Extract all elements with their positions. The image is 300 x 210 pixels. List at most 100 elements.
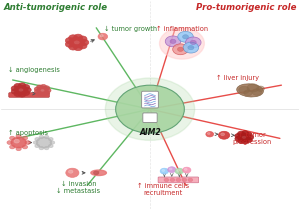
Circle shape	[242, 139, 249, 144]
Circle shape	[69, 35, 77, 41]
Circle shape	[235, 133, 242, 138]
Circle shape	[44, 146, 49, 150]
Circle shape	[188, 46, 194, 50]
Text: ↓ invasion
↓ metastasis: ↓ invasion ↓ metastasis	[56, 181, 100, 194]
Circle shape	[22, 145, 28, 149]
Circle shape	[160, 168, 169, 174]
FancyBboxPatch shape	[143, 113, 157, 122]
Circle shape	[116, 85, 184, 133]
Circle shape	[65, 41, 74, 47]
Circle shape	[252, 89, 262, 95]
Text: ↓ angiogenesis: ↓ angiogenesis	[8, 67, 60, 73]
Circle shape	[80, 39, 89, 46]
Circle shape	[39, 135, 44, 139]
Circle shape	[176, 178, 181, 182]
Circle shape	[37, 85, 43, 89]
Text: ↑ apoptosis: ↑ apoptosis	[8, 130, 48, 136]
Circle shape	[238, 133, 250, 142]
Circle shape	[182, 178, 187, 182]
Circle shape	[44, 86, 50, 90]
Circle shape	[14, 83, 22, 89]
Circle shape	[185, 37, 201, 48]
Circle shape	[11, 89, 19, 94]
Circle shape	[11, 86, 19, 91]
Circle shape	[162, 169, 165, 171]
Circle shape	[78, 43, 87, 49]
Circle shape	[22, 90, 30, 96]
Circle shape	[16, 134, 21, 138]
Circle shape	[33, 141, 38, 144]
Circle shape	[25, 141, 30, 144]
Circle shape	[34, 89, 41, 94]
Circle shape	[14, 91, 22, 97]
Circle shape	[247, 84, 259, 92]
Circle shape	[178, 31, 193, 42]
Text: ↑ tumor
progression: ↑ tumor progression	[232, 132, 272, 145]
Circle shape	[22, 84, 30, 90]
Circle shape	[16, 147, 21, 151]
Text: ↑ liver injury: ↑ liver injury	[216, 75, 259, 81]
Circle shape	[69, 44, 77, 50]
Circle shape	[18, 83, 26, 88]
Circle shape	[245, 138, 252, 143]
Circle shape	[182, 167, 191, 173]
Circle shape	[35, 144, 40, 148]
Ellipse shape	[91, 170, 106, 176]
Circle shape	[50, 141, 55, 144]
Circle shape	[37, 87, 48, 94]
Circle shape	[74, 34, 82, 40]
FancyBboxPatch shape	[142, 91, 158, 108]
Circle shape	[18, 92, 26, 97]
Circle shape	[48, 138, 53, 141]
Circle shape	[45, 88, 51, 93]
Circle shape	[68, 170, 73, 173]
Circle shape	[22, 136, 28, 140]
Circle shape	[239, 86, 249, 94]
Circle shape	[170, 178, 175, 182]
Circle shape	[74, 45, 82, 51]
Circle shape	[65, 38, 74, 44]
Circle shape	[244, 90, 252, 96]
Circle shape	[10, 145, 15, 149]
Circle shape	[221, 133, 225, 136]
Circle shape	[178, 47, 183, 51]
Circle shape	[44, 91, 50, 95]
Circle shape	[78, 36, 87, 42]
Circle shape	[184, 168, 187, 170]
Text: AIM2: AIM2	[139, 128, 161, 137]
Text: Anti-tumorigenic role: Anti-tumorigenic role	[4, 3, 108, 12]
Circle shape	[35, 138, 40, 141]
Text: ↓ tumor growth: ↓ tumor growth	[104, 26, 157, 32]
Circle shape	[40, 84, 46, 89]
Circle shape	[238, 139, 244, 143]
Circle shape	[94, 171, 99, 175]
Text: ↑ inflammation: ↑ inflammation	[156, 26, 208, 32]
Circle shape	[188, 178, 193, 182]
Circle shape	[170, 39, 176, 43]
Circle shape	[173, 44, 188, 55]
Text: ↑ immune cells
recruitment: ↑ immune cells recruitment	[137, 183, 190, 196]
Circle shape	[37, 92, 43, 96]
Circle shape	[14, 85, 28, 95]
Circle shape	[242, 131, 249, 136]
Circle shape	[34, 87, 41, 91]
Circle shape	[98, 33, 108, 40]
Circle shape	[24, 87, 31, 93]
Circle shape	[169, 168, 172, 170]
Circle shape	[100, 35, 103, 37]
FancyBboxPatch shape	[9, 93, 50, 97]
Circle shape	[69, 37, 85, 48]
Circle shape	[66, 168, 79, 177]
Circle shape	[207, 133, 210, 134]
Circle shape	[14, 139, 20, 143]
Circle shape	[10, 136, 15, 140]
Circle shape	[183, 42, 199, 53]
Circle shape	[168, 167, 176, 173]
Circle shape	[11, 137, 26, 148]
Circle shape	[247, 135, 254, 140]
Circle shape	[7, 141, 12, 144]
Circle shape	[218, 131, 230, 139]
Circle shape	[206, 131, 214, 137]
Text: Pro-tumorigenic role: Pro-tumorigenic role	[196, 3, 296, 12]
Circle shape	[40, 92, 46, 96]
